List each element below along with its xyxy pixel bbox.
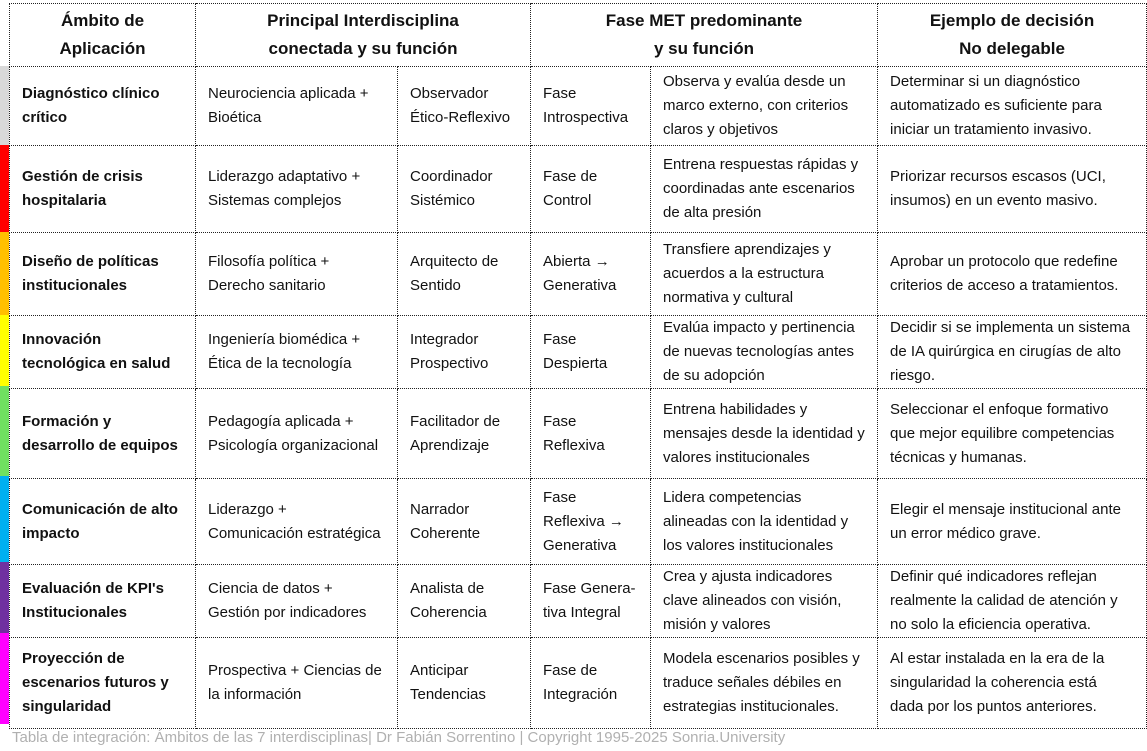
cell-fase: Fase de Integración bbox=[530, 637, 651, 729]
cell-ambito: Comunicación de alto impacto bbox=[9, 478, 196, 565]
row-color-strip bbox=[0, 315, 9, 386]
row-color-strip bbox=[0, 562, 9, 633]
cell-ambito: Diagnóstico clínico crítico bbox=[9, 66, 196, 146]
table-row: Diagnóstico clínico crítico Neurociencia … bbox=[9, 66, 1147, 146]
cell-disciplina: Liderazgo + Comunicación estratégica bbox=[195, 478, 398, 565]
header-ambito: Ámbito de Aplicación bbox=[9, 3, 196, 67]
cell-disciplina: Ingeniería biomédica + Ética de la tecno… bbox=[195, 315, 398, 389]
cell-ambito: Formación y desarrollo de equipos bbox=[9, 388, 196, 479]
table-row: Formación y desarrollo de equipos Pedagog… bbox=[9, 388, 1147, 479]
cell-ejemplo: Decidir si se implementa un sistema de I… bbox=[877, 315, 1147, 389]
cell-fase: Fase de Control bbox=[530, 145, 651, 233]
cell-funcion: Lidera competencias alineadas con la ide… bbox=[649, 478, 879, 565]
integration-table: Ámbito de Aplicación Principal Interdisc… bbox=[9, 3, 1147, 729]
table-row: Comunicación de alto impacto Liderazgo + … bbox=[9, 478, 1147, 565]
cell-disciplina: Ciencia de datos + Gestión por indicador… bbox=[195, 564, 398, 638]
cell-ambito: Proyección de escenarios futuros y singu… bbox=[9, 637, 196, 729]
table-row: Innovación tecnológica en salud Ingenierí… bbox=[9, 315, 1147, 389]
cell-rol: Narrador Coherente bbox=[397, 478, 531, 565]
row-color-strip bbox=[0, 232, 9, 315]
cell-rol: Observador Ético-Reflexivo bbox=[397, 66, 531, 146]
cell-disciplina: Prospectiva + Ciencias de la información bbox=[195, 637, 398, 729]
cell-fase: Abierta → Generativa bbox=[530, 232, 651, 316]
cell-fase: Fase Despierta bbox=[530, 315, 651, 389]
table-row: Evaluación de KPI's Institucionales Cienc… bbox=[9, 564, 1147, 638]
header-interdisciplina: Principal Interdisciplina conectada y su… bbox=[195, 3, 531, 67]
cell-funcion: Transfiere aprendizajes y acuerdos a la … bbox=[649, 232, 879, 316]
row-color-strip bbox=[0, 633, 9, 724]
cell-disciplina: Filosofía política + Derecho sanitario bbox=[195, 232, 398, 316]
cell-rol: Integrador Prospectivo bbox=[397, 315, 531, 389]
cell-ejemplo: Determinar si un diagnóstico automatizad… bbox=[877, 66, 1147, 146]
cell-ambito: Innovación tecnológica en salud bbox=[9, 315, 196, 389]
cell-fase: Fase Introspectiva bbox=[530, 66, 651, 146]
cell-ejemplo: Definir qué indicadores reflejan realmen… bbox=[877, 564, 1147, 638]
header-fase: Fase MET predominante y su función bbox=[529, 3, 879, 67]
header-row: Ámbito de Aplicación Principal Interdisc… bbox=[9, 3, 1147, 67]
cell-ambito: Gestión de crisis hospitalaria bbox=[9, 145, 196, 233]
cell-funcion: Evalúa impacto y pertinencia de nuevas t… bbox=[649, 315, 879, 389]
cell-ejemplo: Al estar instalada en la era de la singu… bbox=[877, 637, 1147, 729]
row-color-strip bbox=[0, 476, 9, 562]
cell-rol: Arquitecto de Sentido bbox=[397, 232, 531, 316]
cell-funcion: Modela escenarios posibles y traduce señ… bbox=[649, 637, 879, 729]
row-color-strip bbox=[0, 66, 9, 145]
cell-ambito: Evaluación de KPI's Institucionales bbox=[9, 564, 196, 638]
cell-funcion: Entrena respuestas rápidas y coordinadas… bbox=[649, 145, 879, 233]
cell-fase: Fase Reflexiva → Generativa bbox=[530, 478, 651, 565]
cell-disciplina: Pedagogía aplicada + Psicología organiza… bbox=[195, 388, 398, 479]
cell-ambito: Diseño de políticas institucionales bbox=[9, 232, 196, 316]
cell-disciplina: Liderazgo adaptativo + Sistemas complejo… bbox=[195, 145, 398, 233]
cell-ejemplo: Elegir el mensaje institucional ante un … bbox=[877, 478, 1147, 565]
cell-funcion: Crea y ajusta indicadores clave alineado… bbox=[649, 564, 879, 638]
cell-ejemplo: Seleccionar el enfoque formativo que mej… bbox=[877, 388, 1147, 479]
cell-fase: Fase Reflexiva bbox=[530, 388, 651, 479]
footer-caption: Tabla de integración: Ámbitos de las 7 i… bbox=[12, 729, 786, 746]
cell-rol: Anticipar Tendencias bbox=[397, 637, 531, 729]
header-ejemplo: Ejemplo de decisión No delegable bbox=[877, 3, 1147, 67]
cell-rol: Facilitador de Aprendizaje bbox=[397, 388, 531, 479]
table-row: Diseño de políticas institucionales Filos… bbox=[9, 232, 1147, 316]
cell-rol: Coordinador Sistémico bbox=[397, 145, 531, 233]
cell-fase: Fase Genera-tiva Integral bbox=[530, 564, 651, 638]
table-row: Gestión de crisis hospitalaria Liderazgo … bbox=[9, 145, 1147, 233]
cell-ejemplo: Priorizar recursos escasos (UCI, insumos… bbox=[877, 145, 1147, 233]
cell-funcion: Observa y evalúa desde un marco externo,… bbox=[649, 66, 879, 146]
cell-ejemplo: Aprobar un protocolo que redefine criter… bbox=[877, 232, 1147, 316]
cell-funcion: Entrena habilidades y mensajes desde la … bbox=[649, 388, 879, 479]
row-color-strip bbox=[0, 386, 9, 476]
row-color-strip bbox=[0, 145, 9, 232]
table-row: Proyección de escenarios futuros y singu… bbox=[9, 637, 1147, 729]
cell-disciplina: Neurociencia aplicada + Bioética bbox=[195, 66, 398, 146]
cell-rol: Analista de Coherencia bbox=[397, 564, 531, 638]
